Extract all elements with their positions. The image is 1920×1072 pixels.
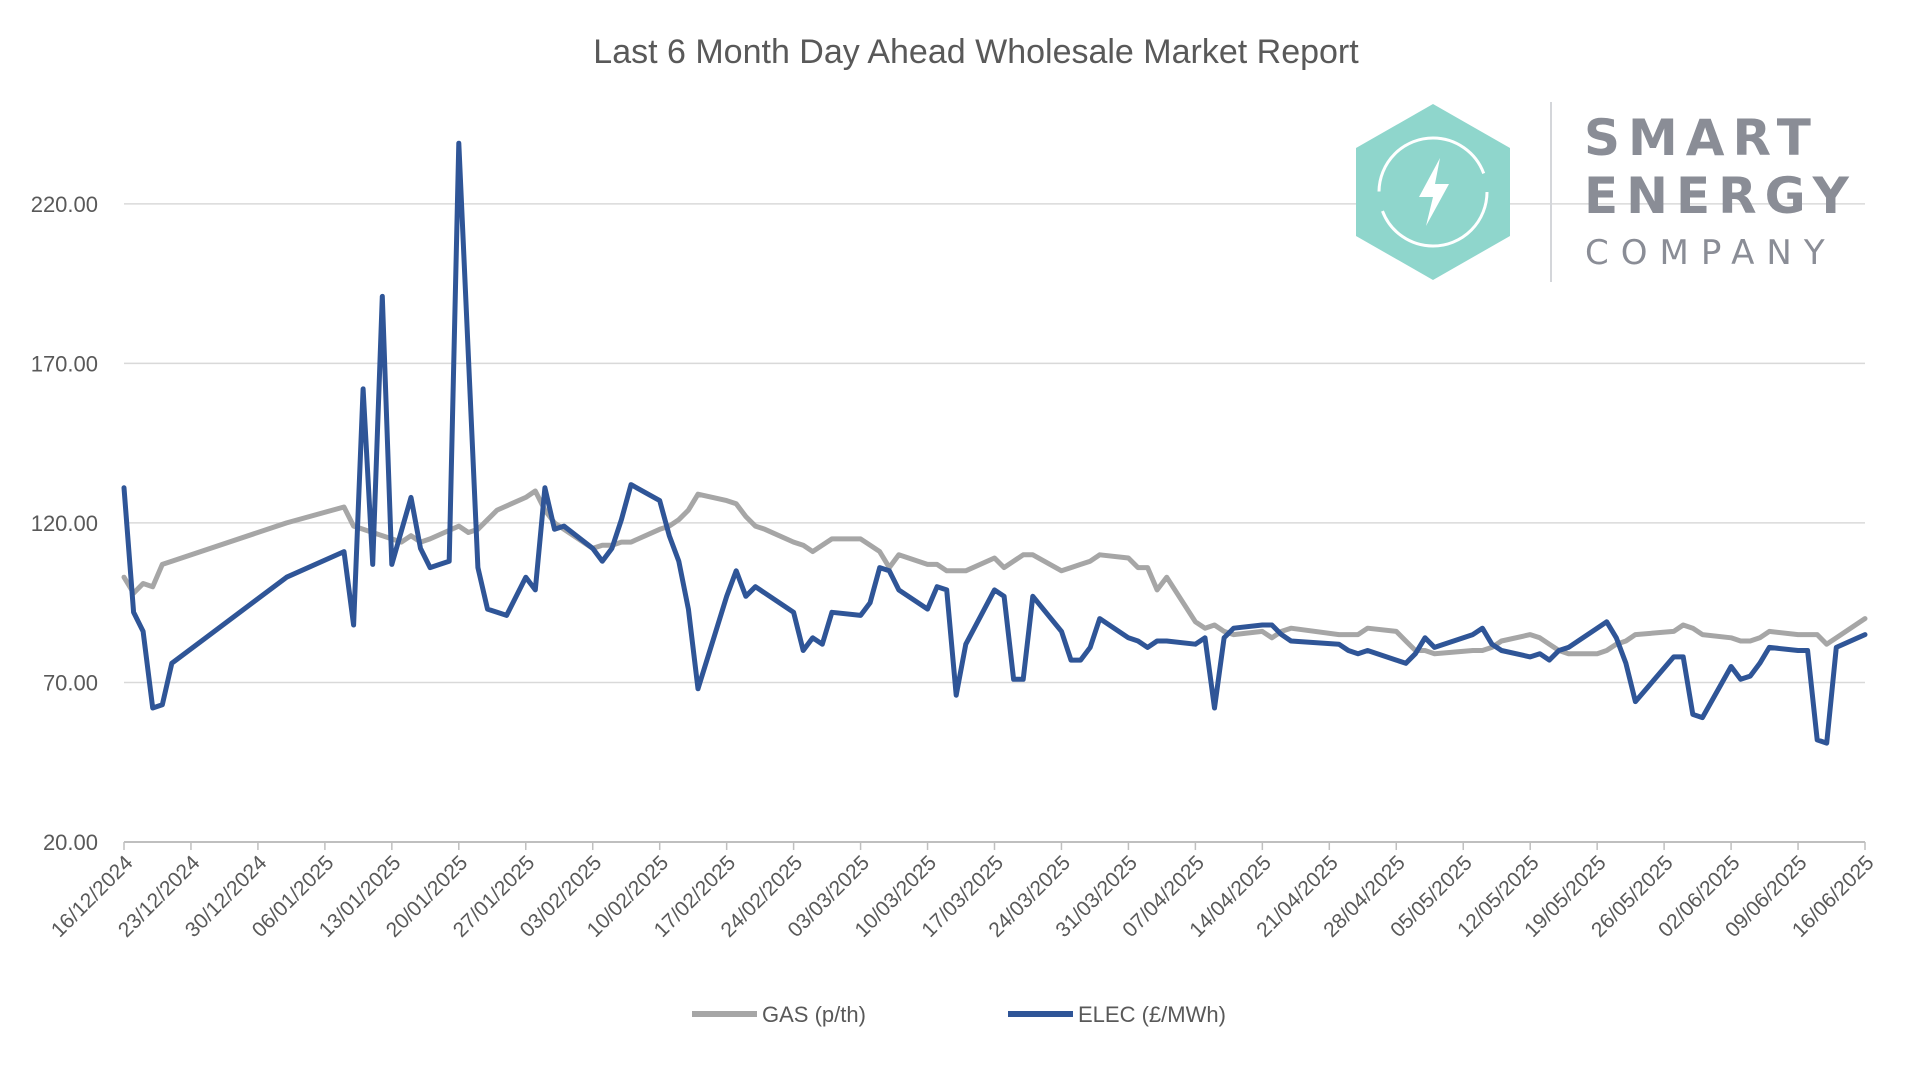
logo-bolt-icon bbox=[1419, 158, 1449, 226]
y-tick-label: 170.00 bbox=[31, 351, 98, 376]
y-tick-label: 20.00 bbox=[43, 830, 98, 855]
logo-line-1: SMART bbox=[1584, 109, 1819, 167]
y-tick-label: 120.00 bbox=[31, 511, 98, 536]
logo-line-2: ENERGY bbox=[1584, 167, 1857, 225]
x-axis bbox=[123, 842, 1866, 850]
logo-line-3: COMPANY bbox=[1585, 233, 1837, 273]
logo-cycle-icon bbox=[1377, 136, 1489, 248]
legend-gas-label: GAS (p/th) bbox=[762, 1002, 866, 1027]
chart-title: Last 6 Month Day Ahead Wholesale Market … bbox=[593, 33, 1359, 71]
smart-energy-logo: SMART ENERGY COMPANY bbox=[1356, 102, 1857, 282]
series-layer bbox=[121, 140, 1868, 746]
y-tick-label: 70.00 bbox=[43, 670, 98, 695]
series-line-gas bbox=[121, 488, 1868, 657]
legend: GAS (p/th) ELEC (£/MWh) bbox=[692, 1002, 1226, 1027]
legend-elec-label: ELEC (£/MWh) bbox=[1078, 1002, 1226, 1027]
series-line-elec bbox=[121, 140, 1868, 746]
y-axis-ticks: 20.00 70.00 120.00 170.00 220.00 bbox=[31, 192, 98, 855]
y-tick-label: 220.00 bbox=[31, 192, 98, 217]
